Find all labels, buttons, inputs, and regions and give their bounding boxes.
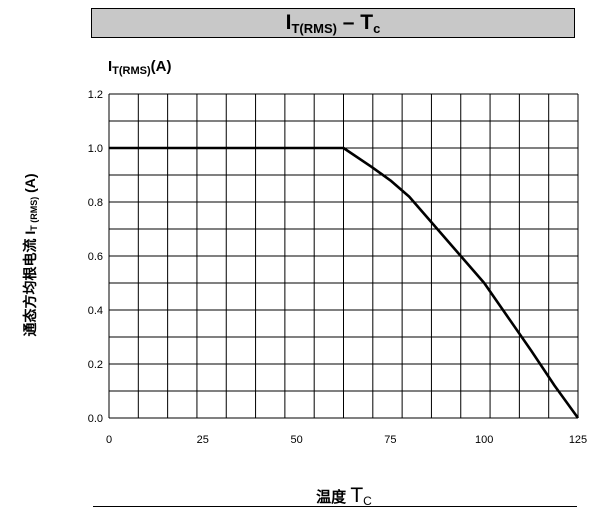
x-tick-label: 25 [197,434,209,446]
y-tick-label: 0.0 [88,413,103,425]
y-tick-label: 0.6 [88,251,103,263]
y-tick-label: 0.8 [88,197,103,209]
y-tick-label: 0.4 [88,305,103,317]
title-main: I [285,11,292,34]
title-rest-sub: c [373,21,381,36]
x-tick-label: 100 [475,434,493,446]
y-axis-unit-label: IT(RMS)(A) [108,58,172,77]
x-tick-label: 0 [106,434,112,446]
y-unit-sub: T(RMS) [112,65,151,77]
x-label-sub: C [363,494,372,508]
title-rest: – T [336,11,374,34]
bottom-divider [93,506,577,507]
series-line [109,146,580,419]
x-label-main: T [350,484,364,507]
y-tick-label: 1.2 [88,89,103,101]
title-sub: T(RMS) [291,21,337,36]
x-tick-label: 75 [384,434,396,446]
chart-title: IT(RMS) – Tc [91,8,575,38]
y-tick-label: 1.0 [88,143,103,155]
x-tick-label: 125 [569,434,587,446]
x-axis-label: 温度 TC [316,484,372,508]
y-unit-rest: (A) [150,58,172,75]
y-tick-label: 0.2 [88,359,103,371]
x-label-cn: 温度 [316,489,351,506]
y-unit-main: I [108,58,113,75]
x-tick-label: 50 [290,434,302,446]
